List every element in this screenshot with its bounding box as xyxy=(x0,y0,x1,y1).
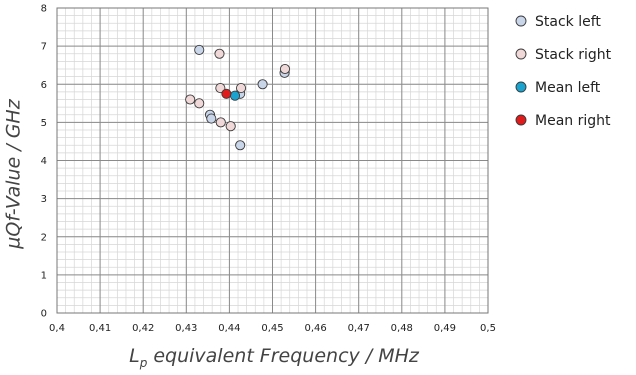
x-axis-title: Lp equivalent Frequency / MHz xyxy=(129,345,420,370)
legend-marker-stack-right xyxy=(515,48,527,60)
x-tick-label: 0,43 xyxy=(175,323,197,334)
data-points xyxy=(185,44,291,151)
stack-right-point xyxy=(225,121,236,132)
x-axis-title-rest: equivalent Frequency / MHz xyxy=(147,345,420,367)
plot-frame xyxy=(56,7,489,314)
mean-right-point xyxy=(221,88,232,99)
x-axis-title-main: L xyxy=(129,345,140,367)
y-tick-label: 2 xyxy=(41,232,47,243)
stack-right-point xyxy=(235,83,247,94)
legend-marker-stack-left xyxy=(515,15,527,27)
x-tick-label: 0,42 xyxy=(132,323,154,334)
y-tick-label: 3 xyxy=(41,194,47,205)
legend-marker-mean-left xyxy=(515,81,527,93)
y-tick-label: 8 xyxy=(41,4,47,15)
mean-left-point xyxy=(229,90,241,101)
y-tick-label: 4 xyxy=(41,156,47,167)
stack-right-point xyxy=(194,98,205,109)
y-tick-label: 7 xyxy=(41,42,47,53)
stack-right-point xyxy=(215,117,226,128)
stack-right-point xyxy=(279,63,291,75)
x-tick-label: 0,4 xyxy=(49,323,65,334)
x-axis-title-subscript: p xyxy=(139,356,148,370)
x-tick-label: 0,41 xyxy=(89,323,111,334)
legend-label-mean-right: Mean right xyxy=(535,113,611,129)
x-tick-label: 0,47 xyxy=(348,323,370,334)
x-tick-label: 0,48 xyxy=(391,323,413,334)
y-tick-label: 5 xyxy=(41,118,47,129)
stack-left-point xyxy=(235,140,246,151)
x-tick-labels: 0,4 0,41 0,42 0,43 0,44 0,45 0,46 0,47 0,48 0,49 0… xyxy=(49,323,496,334)
x-tick-label: 0,5 xyxy=(480,323,496,334)
y-tick-labels: 0 1 2 3 4 5 6 7 8 xyxy=(41,4,47,320)
x-tick-label: 0,49 xyxy=(434,323,456,334)
stack-left-point xyxy=(194,44,205,55)
stack-right-point xyxy=(215,83,226,94)
legend-label-mean-left: Mean left xyxy=(535,80,601,96)
x-tick-label: 0,46 xyxy=(304,323,326,334)
y-axis-title: µQf-Value / GHz xyxy=(3,98,25,249)
y-tick-label: 6 xyxy=(41,80,47,91)
stack-left-point xyxy=(206,113,217,124)
stack-right-point xyxy=(214,48,225,59)
legend-marker-mean-right xyxy=(515,114,527,126)
legend: Stack left Stack right Mean left Mean right xyxy=(515,14,612,129)
legend-label-stack-right: Stack right xyxy=(535,47,612,63)
x-tick-label: 0,45 xyxy=(261,323,283,334)
stack-right-point xyxy=(185,94,196,105)
y-tick-label: 0 xyxy=(41,309,47,320)
y-tick-label: 1 xyxy=(41,270,47,281)
x-tick-label: 0,44 xyxy=(218,323,240,334)
stack-left-point xyxy=(257,79,268,90)
legend-label-stack-left: Stack left xyxy=(535,14,601,30)
